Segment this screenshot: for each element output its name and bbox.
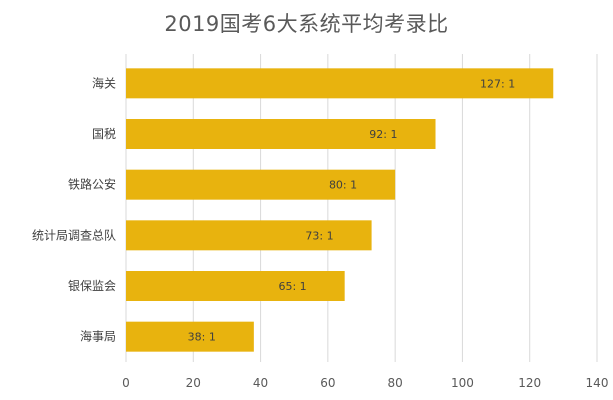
category-label: 国税 xyxy=(92,127,116,141)
x-tick-label: 80 xyxy=(388,376,403,390)
x-tick-label: 60 xyxy=(320,376,335,390)
data-label: 127: 1 xyxy=(480,77,515,90)
category-label: 银保监会 xyxy=(68,279,116,293)
bar-3 xyxy=(126,220,372,251)
x-tick-label: 100 xyxy=(451,376,474,390)
chart-title: 2019国考6大系统平均考录比 xyxy=(164,12,449,36)
data-label: 65: 1 xyxy=(278,280,306,293)
bar-1 xyxy=(126,119,436,149)
category-label: 海关 xyxy=(92,75,116,90)
bars: 127: 1 92: 1 80: 1 73: 1 65: 1 38: 1 xyxy=(126,68,554,352)
category-label: 铁路公安 xyxy=(68,177,116,192)
category-label: 海事局 xyxy=(80,329,116,344)
bar-2 xyxy=(126,169,396,200)
bar-4 xyxy=(126,271,345,301)
bar-5 xyxy=(126,321,254,352)
x-tick-label: 120 xyxy=(518,376,541,390)
x-tick-label: 140 xyxy=(586,376,609,390)
category-label: 统计局调查总队 xyxy=(32,227,116,242)
data-label: 80: 1 xyxy=(329,179,357,192)
data-label: 92: 1 xyxy=(369,128,397,141)
gridlines xyxy=(125,54,598,362)
bar-0 xyxy=(126,68,554,99)
x-tick-label: 20 xyxy=(186,376,201,390)
data-label: 73: 1 xyxy=(305,229,333,242)
data-label: 38: 1 xyxy=(188,331,216,344)
x-tick-label: 40 xyxy=(253,376,268,390)
x-tick-label: 0 xyxy=(122,376,130,390)
x-axis-ticks: 0 20 40 60 80 100 120 140 xyxy=(122,376,608,390)
